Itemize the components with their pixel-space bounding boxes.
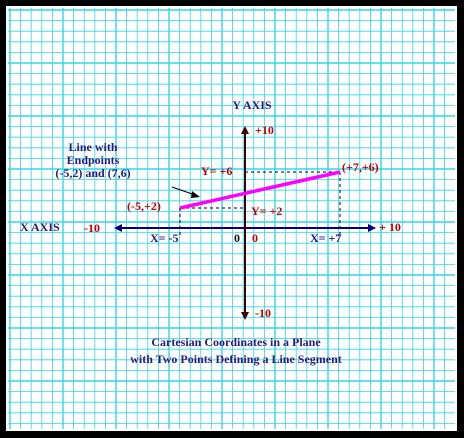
x-axis-title: X AXIS — [20, 220, 60, 234]
guide-label: X= -5 — [150, 231, 179, 245]
note: Endpoints — [67, 153, 120, 167]
point-label: (-5,+2) — [127, 199, 161, 213]
guide-label: X= +7 — [310, 231, 341, 245]
caption: Cartesian Coordinates in a Plane — [151, 335, 321, 349]
arrow — [191, 191, 200, 198]
origin-y: 0 — [252, 231, 258, 245]
arrow — [114, 224, 122, 232]
x-min: -10 — [84, 221, 100, 235]
arrow — [368, 224, 376, 232]
note: (-5,2) and (7,6) — [55, 166, 130, 180]
arrow — [241, 126, 249, 134]
arrow — [241, 312, 249, 320]
y-min: -10 — [255, 306, 271, 320]
point-label: (+7,+6) — [342, 160, 379, 174]
guide-label: Y= +2 — [251, 204, 282, 218]
line-segment — [179, 170, 341, 210]
origin-x: 0 — [234, 231, 240, 245]
caption: with Two Points Defining a Line Segment — [130, 352, 342, 366]
y-axis-title: Y AXIS — [232, 98, 272, 112]
note: Line with — [68, 140, 117, 154]
grid — [8, 8, 455, 429]
guide-lines — [179, 171, 341, 236]
guide-label: Y= +6 — [201, 164, 232, 178]
x-max: + 10 — [379, 220, 401, 234]
y-max: +10 — [255, 123, 274, 137]
